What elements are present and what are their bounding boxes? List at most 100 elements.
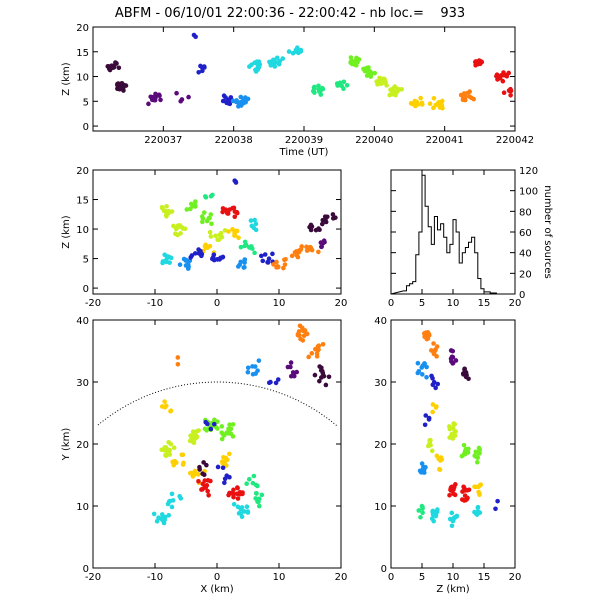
- source-point: [377, 75, 382, 81]
- x-y-ytick-label: 20: [76, 440, 89, 451]
- source-point: [159, 204, 165, 210]
- source-point: [326, 374, 332, 380]
- source-point: [424, 374, 429, 380]
- z-y-ytick-label: 0: [381, 564, 387, 575]
- x-z-xtick-label: -10: [147, 298, 163, 309]
- source-point: [223, 95, 228, 100]
- source-point: [232, 233, 237, 238]
- time-height-panel: 220037 220038 220039 220040 220041 220042 0 5 10…: [61, 23, 534, 158]
- source-point: [430, 376, 435, 381]
- time-height-ytick-label: 0: [83, 122, 89, 133]
- source-point: [375, 82, 380, 87]
- source-point: [430, 402, 436, 407]
- z-y-ytick-label: 10: [374, 502, 387, 513]
- z-histogram-ytick-label: 20: [519, 269, 532, 280]
- x-y-ylabel: Y (km): [61, 428, 72, 462]
- time-height-ytick-label: 15: [76, 48, 89, 59]
- z-histogram-ytick-label: 0: [519, 290, 525, 301]
- source-point: [166, 512, 172, 518]
- source-point: [348, 55, 354, 60]
- source-point: [107, 64, 113, 70]
- source-point: [159, 512, 165, 517]
- time-height-ytick-label: 20: [76, 23, 89, 34]
- source-point: [477, 450, 482, 456]
- time-height-points: [105, 32, 514, 111]
- source-point: [344, 82, 350, 88]
- source-point: [450, 354, 456, 360]
- source-point: [317, 364, 322, 369]
- source-point: [472, 453, 477, 459]
- source-point: [433, 405, 439, 410]
- source-point: [319, 244, 324, 250]
- source-point: [192, 251, 198, 256]
- source-point: [309, 351, 315, 356]
- time-height-xtick-label: 220039: [285, 135, 323, 146]
- source-point: [271, 262, 276, 267]
- source-point: [228, 431, 234, 436]
- z-y-points: [415, 329, 500, 529]
- x-z-ytick-label: 10: [76, 225, 89, 236]
- source-point: [439, 102, 445, 108]
- source-point: [238, 244, 244, 250]
- source-point: [210, 254, 216, 260]
- z-histogram-ytick-label: 40: [519, 249, 532, 260]
- source-point: [241, 265, 247, 270]
- source-point: [282, 262, 288, 267]
- source-point: [427, 101, 433, 107]
- source-point: [473, 62, 478, 68]
- source-point: [252, 217, 258, 223]
- source-point: [196, 69, 201, 75]
- source-point: [416, 508, 422, 513]
- x-y-panel: -20 -10 0 10 20 0 10 20 30 40 X (km) Y (km): [61, 316, 347, 595]
- source-point: [280, 56, 286, 61]
- source-point: [231, 487, 236, 493]
- source-point: [449, 510, 455, 516]
- source-point: [238, 101, 243, 106]
- source-point: [302, 328, 308, 333]
- source-point: [297, 323, 303, 329]
- source-point: [179, 97, 185, 102]
- z-histogram-xtick-label: 0: [388, 298, 394, 309]
- source-point: [238, 259, 244, 265]
- source-point: [286, 49, 292, 54]
- source-point: [430, 509, 435, 514]
- source-point: [189, 253, 195, 258]
- source-point: [436, 99, 442, 105]
- source-point: [236, 235, 241, 241]
- source-point: [231, 491, 236, 497]
- source-point: [255, 67, 261, 72]
- source-point: [115, 81, 121, 86]
- x-y-ytick-label: 10: [76, 502, 89, 513]
- source-point: [418, 95, 423, 101]
- plot-layer: 220037 220038 220039 220040 220041 220042 0 5 10…: [61, 23, 553, 595]
- source-point: [290, 370, 296, 375]
- source-point: [308, 227, 314, 233]
- source-point: [196, 428, 201, 433]
- source-point: [431, 105, 436, 111]
- source-point: [162, 517, 167, 523]
- source-point: [254, 491, 259, 496]
- source-point: [421, 331, 427, 336]
- source-point: [159, 404, 165, 409]
- source-point: [238, 506, 244, 512]
- source-point: [204, 428, 209, 433]
- source-point: [199, 214, 205, 219]
- source-point: [248, 218, 254, 223]
- source-point: [245, 369, 251, 375]
- source-point: [419, 461, 425, 466]
- source-point: [297, 333, 302, 338]
- source-point: [453, 358, 459, 363]
- source-point: [230, 227, 235, 232]
- source-point: [462, 498, 467, 503]
- source-point: [239, 514, 245, 520]
- x-z-xtick-label: -20: [85, 298, 101, 309]
- source-point: [227, 422, 232, 427]
- source-point: [253, 221, 259, 227]
- source-point: [450, 517, 456, 523]
- source-point: [198, 248, 203, 254]
- source-point: [431, 96, 437, 101]
- source-point: [150, 97, 156, 103]
- source-point: [253, 227, 259, 233]
- source-point: [151, 511, 157, 517]
